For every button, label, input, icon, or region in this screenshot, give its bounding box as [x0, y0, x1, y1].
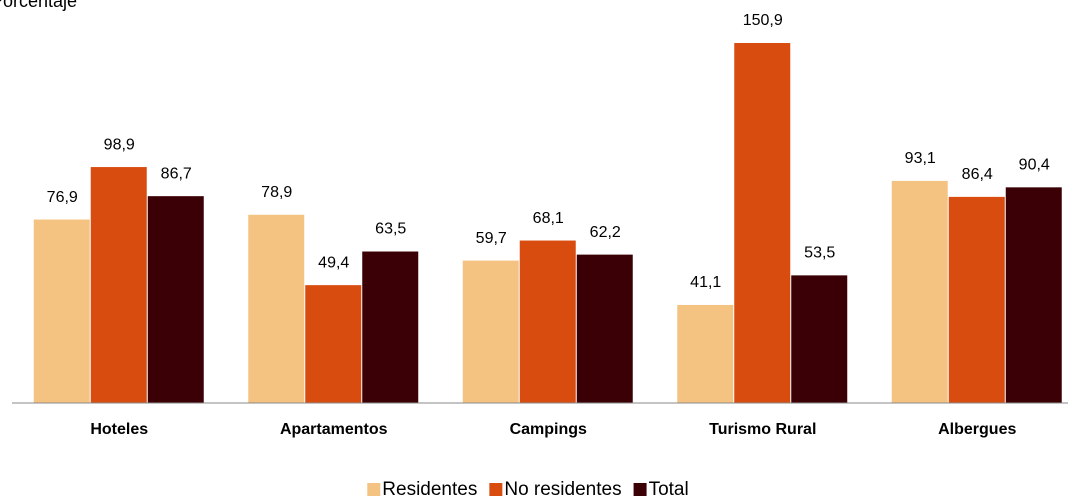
- value-label: 86,4: [962, 166, 993, 183]
- x-tick-label: Turismo Rural: [709, 421, 816, 438]
- bar: [1005, 187, 1062, 403]
- bar: [248, 214, 305, 403]
- value-label: 49,4: [318, 254, 349, 271]
- bar: [791, 275, 848, 403]
- x-tick-label: Hoteles: [90, 421, 148, 438]
- value-label: 63,5: [375, 221, 406, 238]
- bar: [462, 260, 519, 403]
- value-label: 98,9: [104, 136, 135, 153]
- bar: [90, 167, 147, 403]
- bar: [33, 219, 90, 403]
- value-label: 78,9: [261, 184, 292, 201]
- bar: [576, 254, 633, 403]
- bar: [362, 251, 419, 403]
- value-label: 90,4: [1019, 157, 1050, 174]
- bar: [519, 240, 576, 403]
- value-label: 93,1: [905, 150, 936, 167]
- chart-title: Porcentaje: [0, 0, 77, 11]
- legend-label: Total: [649, 479, 689, 500]
- bar: [891, 180, 948, 403]
- x-tick-label: Albergues: [938, 421, 1016, 438]
- value-label: 41,1: [690, 274, 721, 291]
- value-label: 53,5: [804, 245, 835, 262]
- value-label: 68,1: [533, 210, 564, 227]
- bar: [677, 304, 734, 403]
- value-label: 150,9: [743, 12, 783, 29]
- legend-swatch: [633, 483, 647, 496]
- value-label: 59,7: [476, 230, 507, 247]
- bar: [948, 196, 1005, 403]
- legend-swatch: [367, 483, 381, 496]
- legend-label: No residentes: [504, 479, 621, 500]
- x-tick-label: Campings: [510, 421, 587, 438]
- legend-label: Residentes: [382, 479, 477, 500]
- bar: [734, 43, 791, 403]
- value-label: 76,9: [47, 189, 78, 206]
- value-label: 86,7: [161, 165, 192, 182]
- value-label: 62,2: [590, 224, 621, 241]
- legend-swatch: [489, 483, 503, 496]
- bar: [147, 196, 204, 403]
- x-tick-label: Apartamentos: [280, 421, 388, 438]
- bar: [305, 285, 362, 403]
